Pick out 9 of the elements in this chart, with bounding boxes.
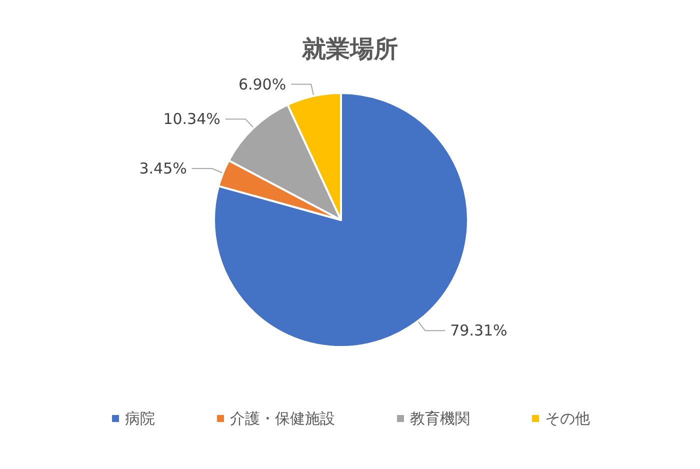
data-label: 3.45% (139, 160, 187, 178)
data-label: 6.90% (238, 75, 286, 94)
legend-label: 病院 (125, 410, 155, 428)
data-label: 10.34% (163, 110, 220, 128)
legend-label: その他 (545, 410, 590, 428)
legend-label: 教育機関 (410, 410, 470, 428)
data-label: 79.31% (450, 322, 508, 340)
legend-label: 介護・保健施設 (230, 410, 335, 428)
chart-title: 就業場所 (301, 35, 398, 63)
